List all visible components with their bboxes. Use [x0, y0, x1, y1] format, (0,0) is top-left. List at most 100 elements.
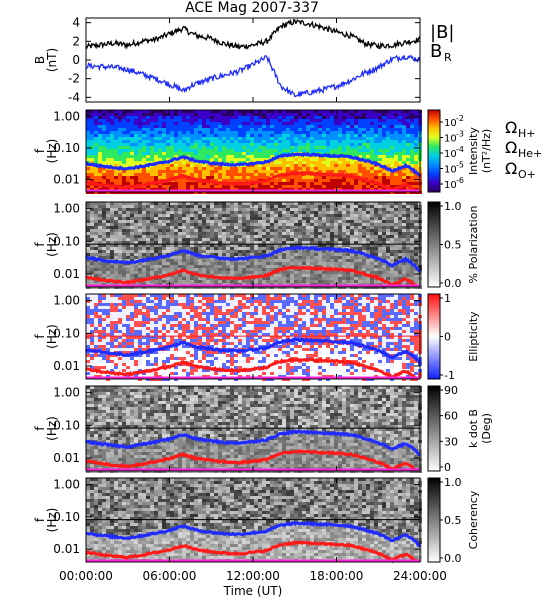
spectrogram-cell: [382, 226, 386, 229]
spectrogram-cell: [154, 125, 158, 128]
spectrogram-cell: [282, 277, 286, 280]
spectrogram-cell: [86, 315, 90, 318]
spectrogram-cell: [306, 179, 310, 182]
spectrogram-cell: [354, 277, 358, 280]
spectrogram-cell: [338, 211, 342, 214]
spectrogram-cell: [122, 119, 126, 122]
spectrogram-cell: [98, 155, 102, 158]
spectrogram-cell: [130, 250, 134, 253]
spectrogram-cell: [298, 244, 302, 247]
spectrogram-cell: [178, 122, 182, 125]
spectrogram-cell: [106, 128, 110, 131]
spectrogram-cell: [286, 253, 290, 256]
spectrogram-cell: [94, 223, 98, 226]
spectrogram-cell: [146, 211, 150, 214]
spectrogram-cell: [238, 259, 242, 262]
spectrogram-cell: [366, 137, 370, 140]
spectrogram-cell: [230, 280, 234, 283]
spectrogram-cell: [274, 125, 278, 128]
spectrogram-cell: [326, 122, 330, 125]
spectrogram-cell: [254, 268, 258, 271]
spectrogram-cell: [106, 211, 110, 214]
spectrogram-cell: [186, 256, 190, 259]
spectrogram-cell: [226, 113, 230, 116]
spectrogram-cell: [206, 113, 210, 116]
spectrogram-cell: [226, 119, 230, 122]
spectrogram-cell: [306, 167, 310, 170]
spectrogram-cell: [314, 110, 318, 113]
spectrogram-cell: [134, 265, 138, 268]
spectrogram-cell: [350, 170, 354, 173]
spectrogram-cell: [94, 214, 98, 217]
spectrogram-cell: [230, 202, 234, 205]
spectrogram-cell: [178, 265, 182, 268]
spectrogram-cell: [374, 119, 378, 122]
spectrogram-cell: [330, 208, 334, 211]
spectrogram-cell: [338, 277, 342, 280]
spectrogram-cell: [106, 277, 110, 280]
spectrogram-cell: [170, 113, 174, 116]
spectrogram-cell: [246, 185, 250, 188]
spectrogram-cell: [190, 229, 194, 232]
spectrogram-cell: [378, 208, 382, 211]
spectrogram-cell: [282, 205, 286, 208]
spectrogram-cell: [118, 125, 122, 128]
spectrogram-cell: [226, 211, 230, 214]
spectrogram-cell: [190, 179, 194, 182]
spectrogram-cell: [94, 131, 98, 134]
spectrogram-cell: [414, 250, 418, 253]
spectrogram-cell: [322, 140, 326, 143]
spectrogram-cell: [410, 116, 414, 119]
spectrogram-cell: [290, 134, 294, 137]
spectrogram-cell: [222, 274, 226, 277]
spectrogram-cell: [150, 170, 154, 173]
spectrogram-cell: [330, 244, 334, 247]
spectrogram-cell: [194, 223, 198, 226]
spectrogram-cell: [106, 226, 110, 229]
spectrogram-cell: [122, 140, 126, 143]
spectrogram-cell: [102, 143, 106, 146]
spectrogram-cell: [150, 167, 154, 170]
spectrogram-cell: [130, 259, 134, 262]
spectrogram-cell: [306, 256, 310, 259]
spectrogram-cell: [226, 208, 230, 211]
series-radial-field-line: [85, 54, 421, 98]
spectrogram-cell: [182, 205, 186, 208]
spectrogram-cell: [94, 306, 98, 309]
spectrogram-cell: [318, 277, 322, 280]
spectrogram-cell: [318, 229, 322, 232]
spectrogram-cell: [310, 235, 314, 238]
spectrogram-cell: [222, 211, 226, 214]
spectrogram-cell: [366, 128, 370, 131]
spectrogram-cell: [130, 116, 134, 119]
spectrogram-cell: [318, 262, 322, 265]
spectrogram-cell: [122, 256, 126, 259]
spectrogram-cell: [310, 280, 314, 283]
spectrogram-cell: [106, 179, 110, 182]
spectrogram-cell: [198, 149, 202, 152]
spectrogram-cell: [114, 158, 118, 161]
spectrogram-cell: [390, 158, 394, 161]
spectrogram-cell: [374, 155, 378, 158]
spectrogram-cell: [102, 271, 106, 274]
spectrogram-cell: [138, 176, 142, 179]
spectrogram-cell: [158, 113, 162, 116]
spectrogram-cell: [330, 235, 334, 238]
spectrogram-cell: [174, 167, 178, 170]
spectrogram-cell: [86, 205, 90, 208]
spectrogram-cell: [98, 262, 102, 265]
spectrogram-cell: [178, 223, 182, 226]
spectrogram-cell: [246, 208, 250, 211]
spectrogram-cell: [122, 170, 126, 173]
spectrogram-cell: [158, 253, 162, 256]
spectrogram-cell: [194, 113, 198, 116]
spectrogram-cell: [254, 110, 258, 113]
spectrogram-cell: [406, 232, 410, 235]
spectrogram-cell: [226, 241, 230, 244]
spectrogram-cell: [118, 274, 122, 277]
spectrogram-cell: [246, 235, 250, 238]
spectrogram-cell: [90, 122, 94, 125]
spectrogram-cell: [266, 208, 270, 211]
spectrogram-cell: [294, 125, 298, 128]
spectrogram-cell: [222, 253, 226, 256]
